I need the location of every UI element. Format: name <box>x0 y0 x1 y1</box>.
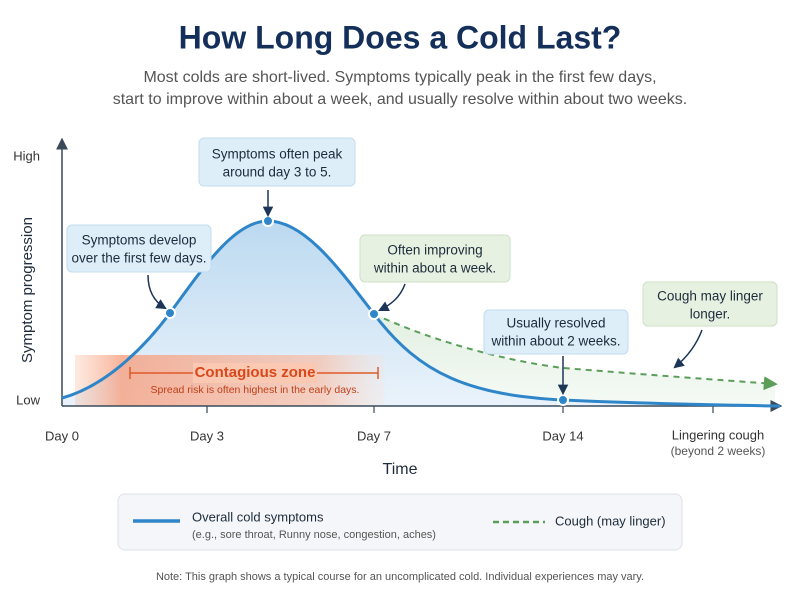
callout-text: around day 3 to 5. <box>223 165 332 180</box>
y-axis-title: Symptom progression <box>19 217 36 363</box>
callout-text: over the first few days. <box>71 251 206 266</box>
callout-text: Cough may linger <box>657 289 763 304</box>
callout-box <box>66 224 212 273</box>
legend-label: Overall cold symptoms <box>192 509 324 524</box>
footnote: Note: This graph shows a typical course … <box>156 571 644 583</box>
subtitle: start to improve within about a week, an… <box>113 91 688 108</box>
callout-text: Symptoms often peak <box>212 147 343 162</box>
callout-arrows <box>147 190 703 396</box>
callout-box <box>198 137 356 187</box>
y-high-label: High <box>13 148 40 163</box>
legend-note: (e.g., sore throat, Runny nose, congesti… <box>192 529 436 541</box>
x-tick-label: Lingering cough <box>672 427 765 442</box>
arrow <box>378 283 406 311</box>
callout-text: longer. <box>690 307 731 322</box>
callout-box <box>359 234 511 283</box>
point <box>368 308 380 320</box>
point <box>164 307 176 319</box>
contagious-note: Spread risk is often highest in the earl… <box>151 384 360 396</box>
x-tick-label: Day 14 <box>542 428 583 443</box>
callout-box <box>642 281 778 327</box>
title: How Long Does a Cold Last? <box>179 19 622 55</box>
callout-text: Often improving <box>387 243 482 258</box>
callout-text: Symptoms develop <box>82 233 197 248</box>
x-tick-labels: Day 0 Day 3 Day 7 Day 14 Lingering cough… <box>45 427 765 458</box>
x-axis-title: Time <box>383 461 418 478</box>
subtitle: Most colds are short-lived. Symptoms typ… <box>143 69 656 86</box>
callout-text: within about a week. <box>373 261 496 276</box>
x-tick-label: Day 0 <box>45 428 79 443</box>
x-tick-label: Day 3 <box>190 428 224 443</box>
arrow <box>147 274 167 310</box>
callouts: Symptoms develop over the first few days… <box>66 137 778 355</box>
legend-label: Cough (may linger) <box>555 513 666 528</box>
x-tick-label: Day 7 <box>357 428 391 443</box>
tick-marks <box>206 406 714 413</box>
callout-box <box>483 309 629 355</box>
cough-area <box>374 314 775 406</box>
y-low-label: Low <box>16 392 40 407</box>
x-tick-note: (beyond 2 weeks) <box>671 444 766 458</box>
contagious-label-bg <box>193 363 317 383</box>
contagious-title: Contagious zone <box>195 364 316 381</box>
arrow <box>673 329 703 369</box>
point <box>557 394 569 406</box>
legend <box>117 493 683 551</box>
point <box>262 215 274 227</box>
callout-text: Usually resolved <box>506 316 605 331</box>
callout-text: within about 2 weeks. <box>490 334 620 349</box>
cough-line <box>373 313 778 391</box>
